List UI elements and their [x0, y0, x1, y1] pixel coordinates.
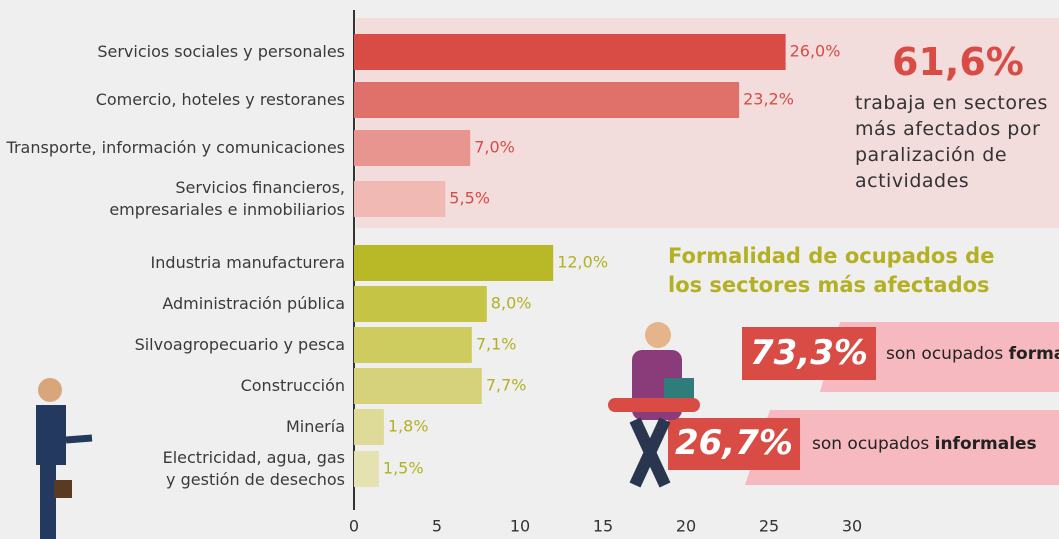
- bar: [354, 245, 553, 281]
- bar: [354, 82, 739, 118]
- formality-title: Formalidad de ocupados de los sectores m…: [668, 242, 994, 300]
- informal-value: 26,7%: [675, 423, 793, 463]
- value-label: 7,7%: [486, 376, 527, 395]
- value-label: 7,0%: [474, 138, 515, 157]
- category-label: Minería: [286, 416, 345, 438]
- category-label: Servicios sociales y personales: [97, 41, 345, 63]
- x-tick-label: 25: [759, 517, 779, 536]
- bar: [354, 368, 482, 404]
- bar: [354, 451, 379, 487]
- category-label: Transporte, información y comunicaciones: [7, 137, 345, 159]
- bar: [354, 181, 445, 217]
- value-label: 7,1%: [476, 335, 517, 354]
- informal-label: son ocupados informales: [812, 434, 1037, 454]
- highlight-text: trabaja en sectores más afectados por pa…: [855, 90, 1048, 194]
- x-tick-label: 5: [432, 517, 442, 536]
- value-label: 26,0%: [790, 42, 841, 61]
- bar: [354, 327, 472, 363]
- x-tick-label: 15: [593, 517, 613, 536]
- informal-bold: informales: [935, 434, 1037, 454]
- infographic: 0 5 10 15 20 25 30 26,0% 23,2% 7,0% 5,5% 12,0% 8,0% 7…: [0, 0, 1059, 539]
- category-label: Industria manufacturera: [151, 252, 345, 274]
- value-label: 1,5%: [383, 459, 424, 478]
- formal-value: 73,3%: [750, 333, 868, 373]
- category-label: Servicios financieros, empresariales e i…: [109, 177, 345, 221]
- x-tick-label: 30: [842, 517, 862, 536]
- informal-text: son ocupados: [812, 434, 929, 454]
- formal-text: son ocupados: [886, 344, 1003, 364]
- value-label: 5,5%: [449, 189, 490, 208]
- formal-bold: formales: [1009, 344, 1059, 364]
- man-illustration: [36, 378, 92, 539]
- category-label: Silvoagropecuario y pesca: [135, 334, 345, 356]
- category-label: Administración pública: [162, 293, 345, 315]
- category-label: Electricidad, agua, gas y gestión de des…: [163, 447, 345, 491]
- highlight-value: 61,6%: [892, 40, 1024, 84]
- category-label: Construcción: [241, 375, 345, 397]
- category-label: Comercio, hoteles y restoranes: [96, 89, 345, 111]
- value-label: 23,2%: [743, 90, 794, 109]
- formal-label: son ocupados formales: [886, 344, 1059, 364]
- x-tick-label: 20: [676, 517, 696, 536]
- value-label: 1,8%: [388, 417, 429, 436]
- bar: [354, 286, 487, 322]
- bar: [354, 409, 384, 445]
- value-label: 12,0%: [557, 253, 608, 272]
- bar: [354, 34, 786, 70]
- x-tick-label: 10: [510, 517, 530, 536]
- value-label: 8,0%: [491, 294, 532, 313]
- x-tick-label: 0: [349, 517, 359, 536]
- bar: [354, 130, 470, 166]
